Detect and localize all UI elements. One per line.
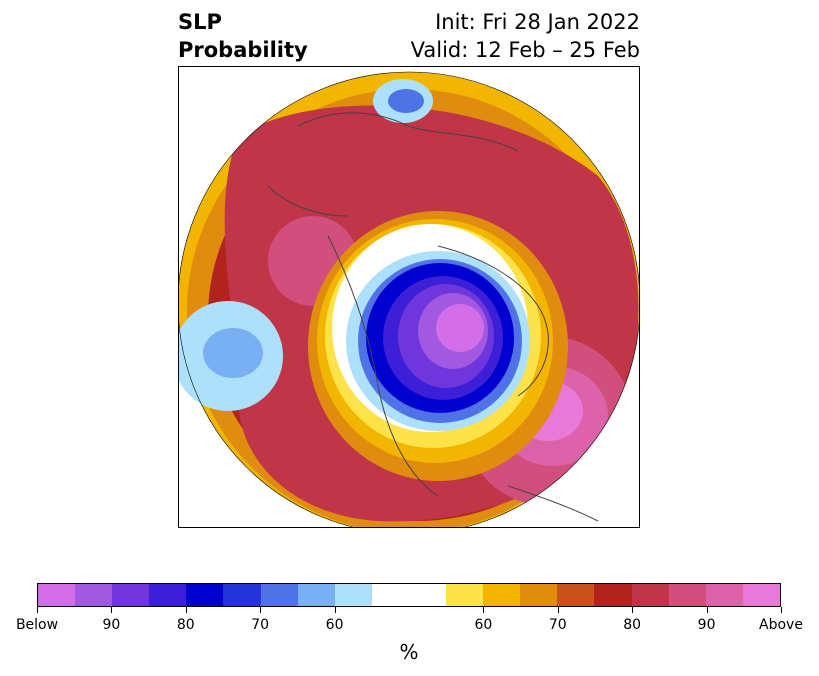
colorbar-tick-label: 80 [176, 617, 195, 633]
colorbar-segment [38, 584, 76, 606]
colorbar-tick-label: 90 [102, 617, 121, 633]
map-panel [173, 66, 641, 535]
chart-title-right: Init: Fri 28 Jan 2022 Valid: 12 Feb – 25… [411, 8, 640, 64]
colorbar-segment [149, 584, 187, 606]
colorbar-segment [371, 584, 409, 606]
colorbar-segment [186, 584, 224, 606]
colorbar-segment [334, 584, 372, 606]
coastlines [267, 112, 599, 522]
colorbar-segment [297, 584, 335, 606]
colorbar-tick-label: 80 [623, 617, 642, 633]
probability-map [173, 66, 641, 535]
pacific-anomaly [173, 301, 283, 411]
colorbar-segment [520, 584, 558, 606]
title-product: Probability [178, 38, 308, 62]
colorbar-tick-label: 90 [697, 617, 716, 633]
colorbar-segment [594, 584, 632, 606]
colorbar-segment [483, 584, 521, 606]
colorbar-segment [75, 584, 113, 606]
colorbar-tick [483, 607, 485, 613]
colorbar [37, 583, 781, 607]
colorbar-tick [557, 607, 559, 613]
colorbar-segment [668, 584, 706, 606]
valid-range: Valid: 12 Feb – 25 Feb [410, 38, 640, 62]
colorbar-segment [223, 584, 261, 606]
colorbar-tick-label: 60 [474, 617, 493, 633]
colorbar-segment [705, 584, 743, 606]
colorbar-segment [260, 584, 298, 606]
colorbar-tick [37, 607, 38, 613]
colorbar-segment [742, 584, 780, 606]
colorbar-segment [112, 584, 150, 606]
title-variable: SLP [178, 10, 222, 34]
colorbar-segment [408, 584, 447, 606]
colorbar-segment [446, 584, 484, 606]
colorbar-tick [706, 607, 708, 613]
colorbar-segment [631, 584, 669, 606]
colorbar-tick-label: 70 [548, 617, 567, 633]
colorbar-tick-label: 70 [251, 617, 270, 633]
colorbar-tick-label: 60 [325, 617, 344, 633]
colorbar-tick [334, 607, 336, 613]
colorbar-tick [111, 607, 113, 613]
colorbar-tick [185, 607, 187, 613]
colorbar-unit: % [399, 640, 419, 664]
chart-title-left: SLP Probability [178, 8, 308, 64]
colorbar-tick [632, 607, 634, 613]
init-date: Init: Fri 28 Jan 2022 [435, 10, 640, 34]
colorbar-tick-label: Above [759, 617, 803, 633]
colorbar-segment [557, 584, 595, 606]
colorbar-tick-label: Below [15, 617, 59, 633]
colorbar-tick [781, 607, 782, 613]
colorbar-tick [260, 607, 262, 613]
